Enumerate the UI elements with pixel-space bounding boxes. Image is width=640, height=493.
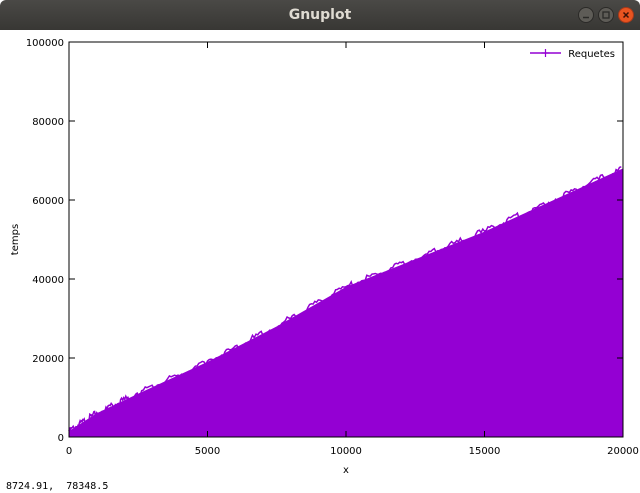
- x-tick-label: 15000: [469, 446, 501, 457]
- maximize-icon: [602, 11, 610, 19]
- x-tick-label: 20000: [607, 446, 639, 457]
- mouse-coordinates: 8724.91, 78348.5: [6, 481, 109, 492]
- series-requetes-edge: [68, 166, 622, 433]
- x-axis: 0 5000 10000 15000 20000: [66, 42, 639, 457]
- x-tick-label: 0: [66, 446, 72, 457]
- series-requetes-area: [69, 168, 623, 437]
- legend-marker-icon: [541, 49, 550, 57]
- legend-label-requetes: Requetes: [568, 49, 615, 60]
- legend: Requetes: [530, 49, 615, 60]
- close-button[interactable]: [618, 7, 634, 23]
- maximize-button[interactable]: [598, 7, 614, 23]
- x-axis-label: x: [343, 465, 349, 476]
- plot-area[interactable]: 0 5000 10000 15000 20000 0 20000 40000 60000 800…: [0, 30, 640, 480]
- y-tick-label: 40000: [32, 275, 64, 286]
- x-tick-label: 5000: [195, 446, 220, 457]
- y-tick-label: 100000: [26, 38, 64, 49]
- window-title: Gnuplot: [288, 7, 352, 23]
- series-requetes: [68, 166, 623, 437]
- y-axis-label: temps: [10, 224, 21, 255]
- x-tick-label: 10000: [330, 446, 362, 457]
- y-tick-label: 20000: [32, 354, 64, 365]
- minimize-icon: [583, 16, 589, 19]
- y-tick-label: 80000: [32, 117, 64, 128]
- y-tick-label: 60000: [32, 196, 64, 207]
- title-bar[interactable]: Gnuplot: [0, 0, 640, 30]
- y-tick-label: 0: [58, 433, 64, 444]
- minimize-button[interactable]: [578, 7, 594, 23]
- y-axis: 0 20000 40000 60000 80000 100000: [26, 38, 623, 444]
- close-icon: [622, 11, 630, 19]
